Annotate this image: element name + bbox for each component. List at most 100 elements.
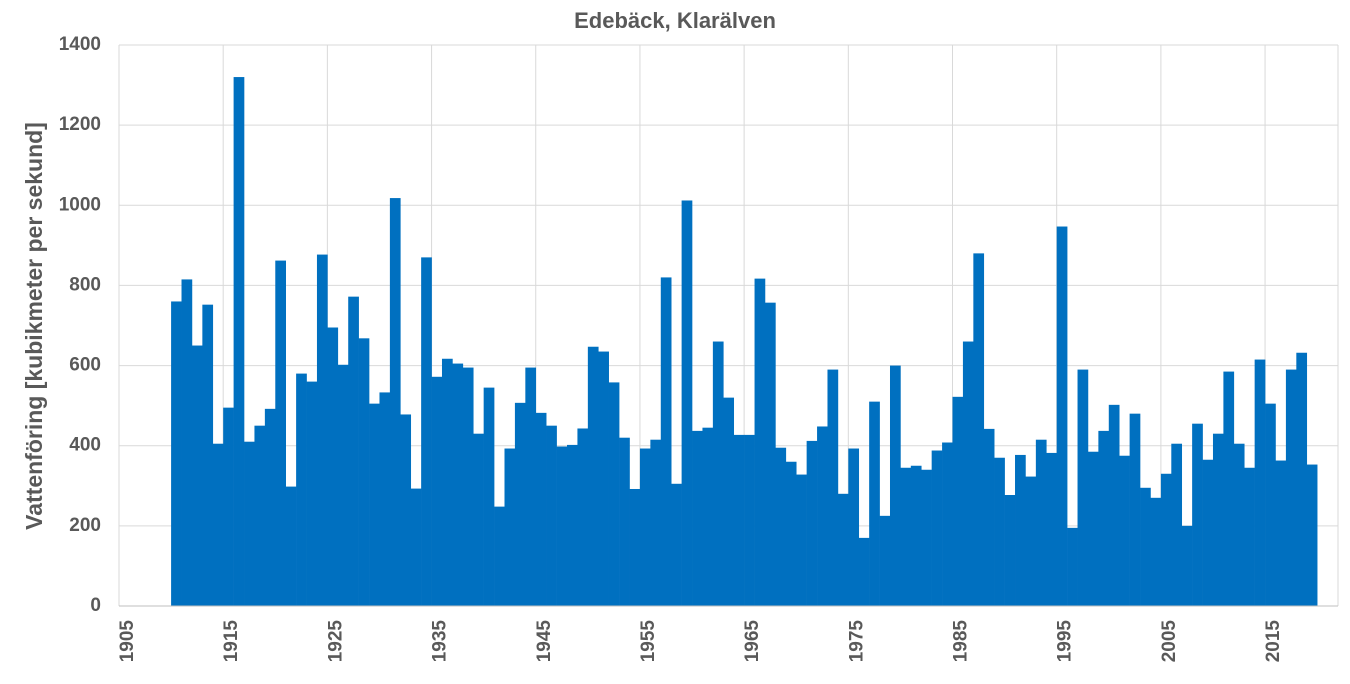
- bar: [587, 346, 599, 606]
- bar: [639, 448, 651, 606]
- bar: [400, 414, 412, 606]
- x-tick-label: 1925: [325, 620, 346, 663]
- bar: [1223, 371, 1235, 606]
- bar: [483, 387, 495, 606]
- bar: [296, 373, 307, 606]
- bar: [962, 341, 974, 606]
- bar: [1004, 495, 1016, 606]
- bar: [764, 302, 776, 606]
- bar: [889, 365, 901, 606]
- bar: [671, 483, 682, 606]
- bar: [171, 301, 182, 606]
- bar: [629, 488, 641, 606]
- x-tick-label: 1955: [638, 620, 659, 663]
- bar: [1025, 476, 1037, 606]
- bar: [921, 469, 932, 606]
- bar: [1098, 430, 1110, 606]
- bar: [1233, 443, 1245, 606]
- bar: [264, 408, 276, 606]
- bar: [942, 442, 953, 606]
- bar: [567, 444, 578, 606]
- bar: [327, 327, 339, 606]
- bar: [983, 428, 995, 606]
- bar: [504, 448, 516, 606]
- bar: [744, 434, 755, 606]
- bar: [1265, 403, 1276, 606]
- bar: [702, 427, 714, 606]
- bar: [577, 428, 589, 606]
- y-axis-label: Vattenföring [kubikmeter per sekund]: [21, 122, 47, 530]
- bar: [619, 437, 630, 606]
- bar: [1035, 439, 1047, 606]
- bar: [337, 364, 349, 606]
- bar: [598, 351, 609, 606]
- bar: [1129, 413, 1141, 606]
- y-tick-label: 800: [69, 274, 101, 295]
- bar: [1119, 455, 1130, 606]
- bar: [650, 439, 662, 606]
- bar: [806, 440, 818, 606]
- bar: [254, 425, 266, 606]
- bar: [1212, 433, 1224, 606]
- bar: [348, 296, 359, 606]
- bar: [785, 461, 797, 606]
- x-tick-label: 2005: [1159, 620, 1180, 663]
- x-tick-label: 1935: [430, 620, 451, 663]
- bar: [306, 381, 318, 606]
- bar: [431, 376, 443, 606]
- bar: [931, 450, 943, 606]
- y-tick-label: 1400: [59, 34, 101, 55]
- x-tick-label: 1975: [846, 620, 867, 663]
- bar: [1181, 525, 1193, 606]
- bar: [1202, 459, 1214, 606]
- bar: [535, 412, 547, 606]
- x-tick-label: 2015: [1263, 620, 1284, 663]
- bar: [473, 433, 484, 606]
- bar: [848, 448, 860, 606]
- bar: [692, 430, 703, 606]
- bar: [858, 537, 870, 606]
- x-tick-label: 1965: [742, 620, 763, 663]
- x-tick-label: 1945: [534, 620, 555, 663]
- bar: [233, 77, 245, 607]
- bar: [1067, 527, 1078, 606]
- bar: [191, 345, 203, 606]
- bar: [1077, 369, 1089, 606]
- bar: [1160, 473, 1172, 606]
- bar: [546, 425, 557, 606]
- bar: [1285, 369, 1297, 606]
- bar: [316, 254, 328, 606]
- bar: [973, 253, 985, 606]
- bar: [827, 369, 839, 606]
- bar: [358, 338, 370, 606]
- bar: [837, 493, 849, 606]
- bar: [410, 488, 422, 606]
- bar: [494, 506, 505, 606]
- y-tick-label: 1000: [59, 194, 101, 215]
- bar: [556, 446, 568, 606]
- bar: [1244, 467, 1255, 606]
- bar: [1306, 464, 1318, 606]
- bar: [212, 443, 224, 606]
- bar: [723, 397, 735, 606]
- bar: [452, 363, 464, 606]
- bar: [1056, 226, 1068, 607]
- bar: [1296, 352, 1308, 606]
- x-tick-label: 1905: [117, 620, 138, 663]
- bar: [244, 441, 255, 606]
- bar: [181, 279, 193, 606]
- y-tick-label: 0: [90, 595, 101, 616]
- bar: [660, 277, 672, 606]
- bar: [1150, 497, 1162, 606]
- bar: [441, 358, 453, 606]
- bar: [1087, 451, 1099, 606]
- bar: [900, 467, 912, 606]
- bar: [733, 434, 745, 606]
- bar: [775, 447, 787, 606]
- y-tick-label: 200: [69, 515, 101, 536]
- bar: [1275, 460, 1287, 606]
- bar: [223, 407, 234, 606]
- bar: [681, 200, 693, 606]
- bar: [608, 382, 620, 606]
